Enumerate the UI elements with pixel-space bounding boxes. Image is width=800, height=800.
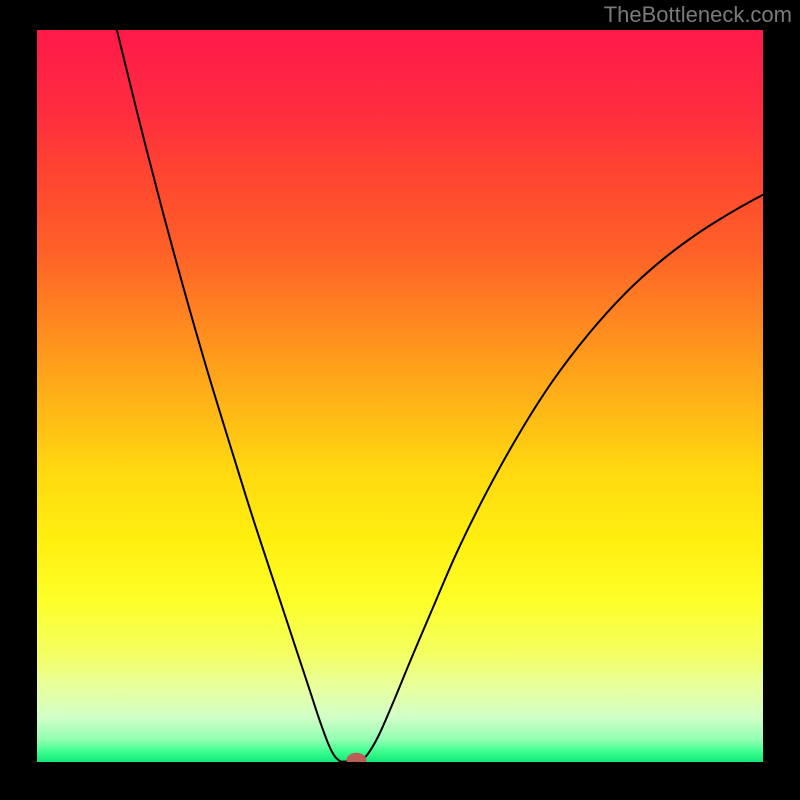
chart-svg [37,30,763,762]
chart-container: TheBottleneck.com [0,0,800,800]
attribution-label: TheBottleneck.com [604,2,792,28]
plot-area [37,30,763,762]
gradient-background [37,30,763,762]
